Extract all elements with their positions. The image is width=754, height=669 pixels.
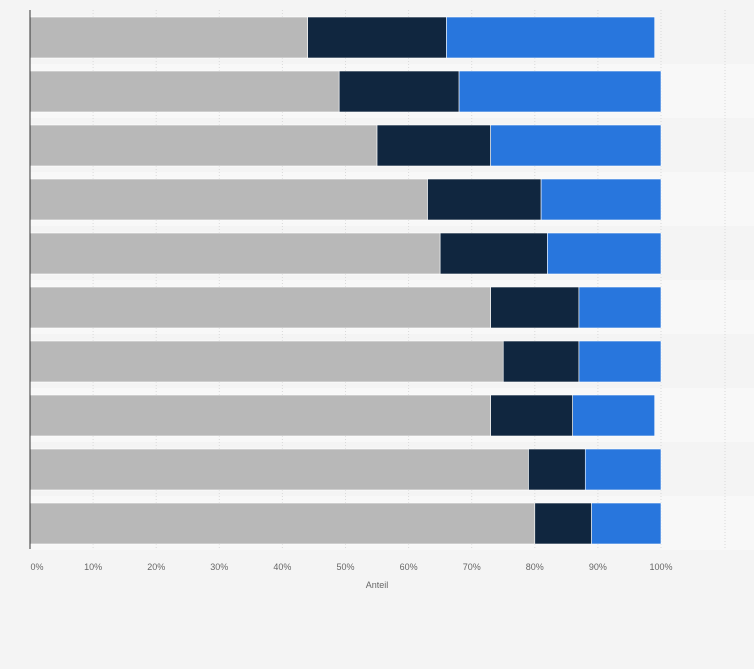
- bar-segment-series-2[interactable]: [490, 286, 580, 329]
- x-tick-label: 10%: [84, 562, 102, 572]
- x-tick-label: 70%: [463, 562, 481, 572]
- bar-segment-series-1[interactable]: [29, 448, 529, 491]
- x-tick-label: 80%: [526, 562, 544, 572]
- bar-segment-series-2[interactable]: [534, 502, 592, 545]
- bar-segment-series-3[interactable]: [458, 70, 662, 113]
- x-tick-label: 90%: [589, 562, 607, 572]
- bar-segment-series-2[interactable]: [427, 178, 542, 221]
- bars: [29, 16, 662, 545]
- bar-segment-series-1[interactable]: [29, 178, 428, 221]
- bar-segment-series-2[interactable]: [307, 16, 447, 59]
- bar-segment-series-3[interactable]: [540, 178, 662, 221]
- bar-segment-series-3[interactable]: [591, 502, 662, 545]
- bar-segment-series-1[interactable]: [29, 394, 491, 437]
- bar-segment-series-1[interactable]: [29, 340, 504, 383]
- x-tick-label: 40%: [273, 562, 291, 572]
- bar-segment-series-2[interactable]: [439, 232, 548, 275]
- bar-segment-series-3[interactable]: [572, 394, 655, 437]
- x-tick-label: 20%: [147, 562, 165, 572]
- bar-segment-series-1[interactable]: [29, 232, 441, 275]
- x-axis-title: Anteil: [366, 580, 389, 590]
- bar-segment-series-2[interactable]: [490, 394, 573, 437]
- bar-segment-series-1[interactable]: [29, 124, 378, 167]
- bar-segment-series-1[interactable]: [29, 16, 308, 59]
- x-tick-label: 0%: [30, 562, 43, 572]
- bar-segment-series-3[interactable]: [578, 286, 662, 329]
- x-tick-label: 60%: [400, 562, 418, 572]
- bar-segment-series-1[interactable]: [29, 502, 536, 545]
- bar-segment-series-3[interactable]: [547, 232, 662, 275]
- bar-segment-series-2[interactable]: [338, 70, 460, 113]
- bar-segment-series-2[interactable]: [376, 124, 491, 167]
- bar-segment-series-1[interactable]: [29, 70, 340, 113]
- x-tick-label: 50%: [336, 562, 354, 572]
- x-tick-label: 100%: [649, 562, 672, 572]
- bar-segment-series-3[interactable]: [490, 124, 662, 167]
- bar-segment-series-2[interactable]: [528, 448, 586, 491]
- x-tick-label: 30%: [210, 562, 228, 572]
- bar-segment-series-3[interactable]: [446, 16, 655, 59]
- bar-segment-series-3[interactable]: [584, 448, 662, 491]
- x-axis-ticks: 0% 10% 20% 30% 40% 50% 60% 70% 80% 90% 100%: [30, 562, 672, 572]
- bar-segment-series-2[interactable]: [502, 340, 580, 383]
- bar-segment-series-1[interactable]: [29, 286, 491, 329]
- bar-segment-series-3[interactable]: [578, 340, 662, 383]
